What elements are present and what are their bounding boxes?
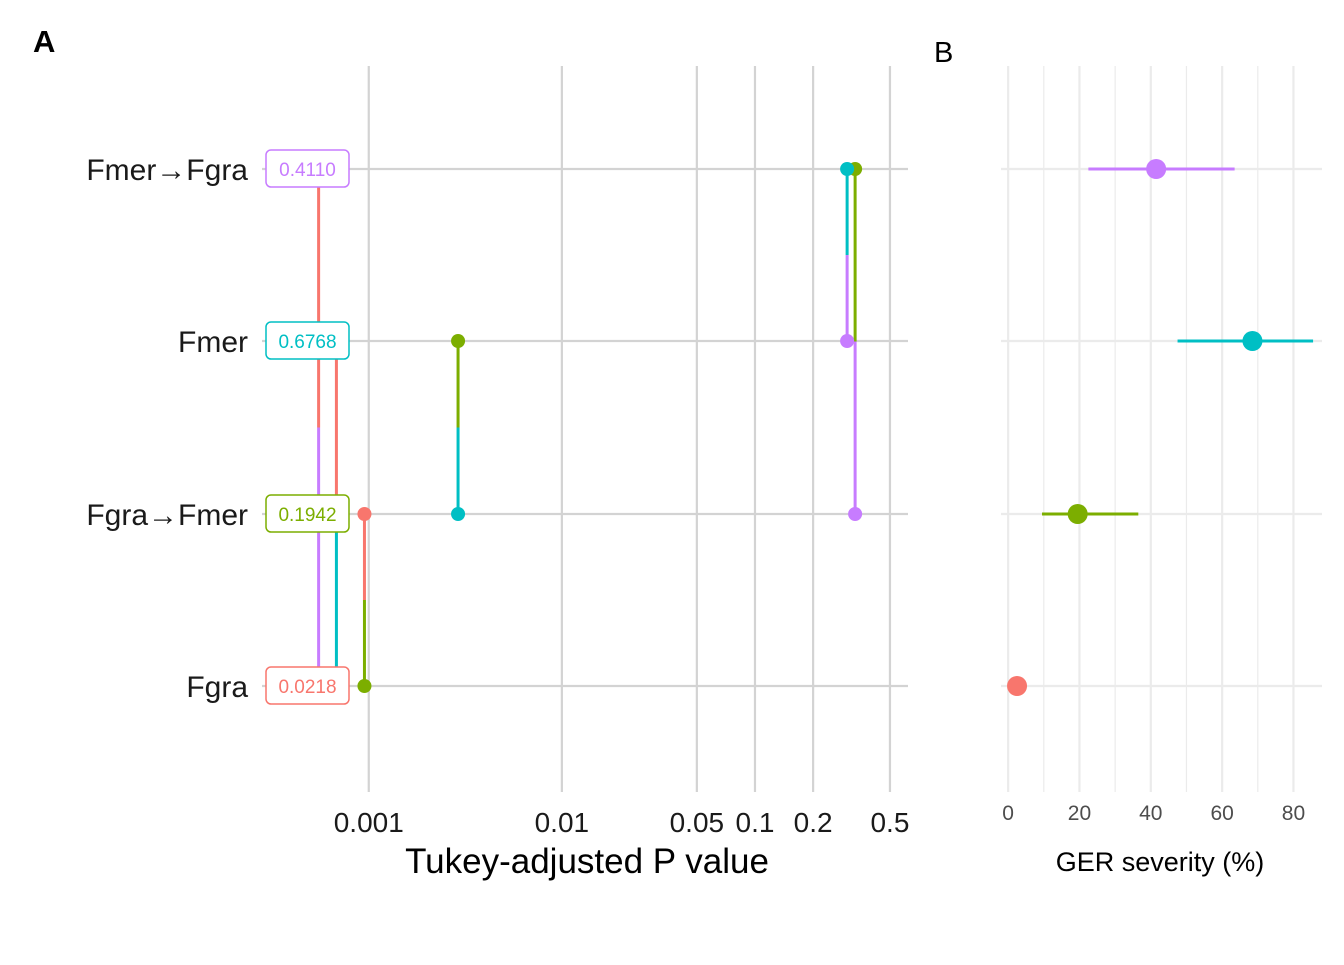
category-label-fgra-to-fmer: Fgra→Fmer: [86, 499, 248, 532]
point-fgra-to-fmer-vs-fmer: [451, 507, 466, 521]
panel-b-x-tick-4: 80: [1282, 802, 1305, 825]
panel-a-points: [311, 162, 863, 693]
badge-box-fgra: [265, 666, 350, 705]
panel-b-x-tick-0: 0: [1002, 802, 1014, 825]
badge-value-fmer: 0.6768: [278, 332, 336, 353]
panel-a-x-tick-3: 0.1: [736, 807, 775, 838]
badge-value-fmer-to-fgra: 0.4110: [279, 160, 336, 181]
badge-value-fgra: 0.0218: [278, 677, 336, 698]
panel-a-connections: [317, 169, 857, 686]
panel-b-x-axis-title: GER severity (%): [1056, 847, 1265, 877]
panel-b-x-tick-1: 20: [1068, 802, 1091, 825]
badge-box-fmer: [265, 321, 350, 360]
severity-point-fgra-to-fmer: [1067, 504, 1088, 524]
point-fmer-vs-fmer-to-fgra: [840, 334, 855, 348]
category-label-fmer-to-fgra: Fmer→Fgra: [86, 154, 248, 187]
severity-point-fmer: [1242, 331, 1263, 351]
severity-point-fgra: [1007, 676, 1028, 696]
panel-label-b: B: [934, 37, 953, 69]
panel-b-chart: 0 20 40 60 80 GER severity (%): [1001, 66, 1322, 877]
panel-b-grid: [1001, 66, 1322, 792]
point-fgra-vs-fgra-to-fmer: [357, 679, 372, 693]
panel-a-badges: 0.0218 0.1942 0.6768 0.4110: [265, 149, 350, 705]
panel-a-x-tick-0: 0.001: [334, 807, 404, 838]
category-label-fgra: Fgra: [186, 671, 248, 704]
badge-box-fgra-to-fmer: [265, 494, 350, 533]
panel-b-x-tick-labels: 0 20 40 60 80: [1002, 802, 1305, 825]
panel-a-x-tick-1: 0.01: [535, 807, 590, 838]
point-fmer-vs-fgra-to-fmer: [451, 334, 466, 348]
badge-box-fmer-to-fgra: [265, 149, 350, 188]
point-fgra-to-fmer-vs-fgra: [357, 507, 372, 521]
panel-a-x-axis-title: Tukey-adjusted P value: [405, 842, 769, 881]
panel-a-category-labels: Fgra Fgra→Fmer Fmer Fmer→Fgra: [86, 154, 248, 704]
panel-b-x-tick-2: 40: [1139, 802, 1162, 825]
panel-a-x-tick-labels: 0.001 0.01 0.05 0.1 0.2 0.5: [334, 807, 910, 838]
point-fmer-to-fgra-vs-fmer: [840, 162, 855, 176]
panel-label-a: A: [33, 24, 55, 59]
panel-b-points: [1007, 159, 1263, 696]
category-label-fmer: Fmer: [178, 326, 248, 359]
panel-a-x-tick-2: 0.05: [670, 807, 725, 838]
panel-b-x-tick-3: 60: [1210, 802, 1233, 825]
panel-a-x-tick-4: 0.2: [794, 807, 833, 838]
severity-point-fmer-to-fgra: [1146, 159, 1167, 179]
panel-a-x-tick-5: 0.5: [870, 807, 909, 838]
badge-value-fgra-to-fmer: 0.1942: [278, 505, 336, 526]
point-fgra-to-fmer-vs-fmer-to-fgra: [848, 507, 863, 521]
